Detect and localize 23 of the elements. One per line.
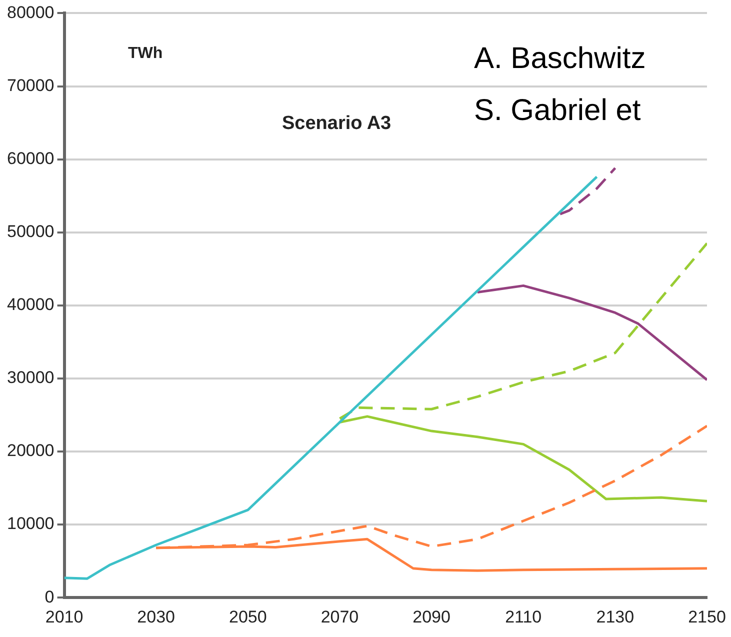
y-tick-label: 80000	[6, 2, 54, 22]
line-series	[558, 166, 616, 216]
y-tick-label: 50000	[6, 222, 54, 242]
x-tick-label: 2050	[228, 607, 267, 626]
annotation: Scenario A3	[282, 113, 392, 135]
annotation: A. Baschwitz	[470, 42, 650, 76]
line-series	[338, 242, 707, 420]
annotation: S. Gabriel et	[470, 94, 645, 128]
y-tick-label: 30000	[6, 368, 54, 388]
x-tick-label: 2130	[596, 607, 634, 626]
y-tick-label: 60000	[6, 148, 54, 168]
y-tick-label: 10000	[6, 514, 54, 534]
x-tick-label: 2110	[505, 607, 542, 626]
y-tick-label: 40000	[6, 295, 54, 314]
x-tick-label: 2090	[412, 607, 450, 626]
y-tick-label: 0	[44, 587, 54, 606]
y-tick-label: 70000	[6, 76, 54, 95]
x-tick-label: 2070	[320, 607, 359, 626]
x-tick-label: 2030	[137, 607, 176, 626]
x-tick-label: 2150	[688, 607, 726, 626]
x-tick-label: 2010	[45, 607, 84, 626]
y-tick-label: 20000	[6, 441, 54, 460]
annotation: TWh	[128, 45, 163, 63]
